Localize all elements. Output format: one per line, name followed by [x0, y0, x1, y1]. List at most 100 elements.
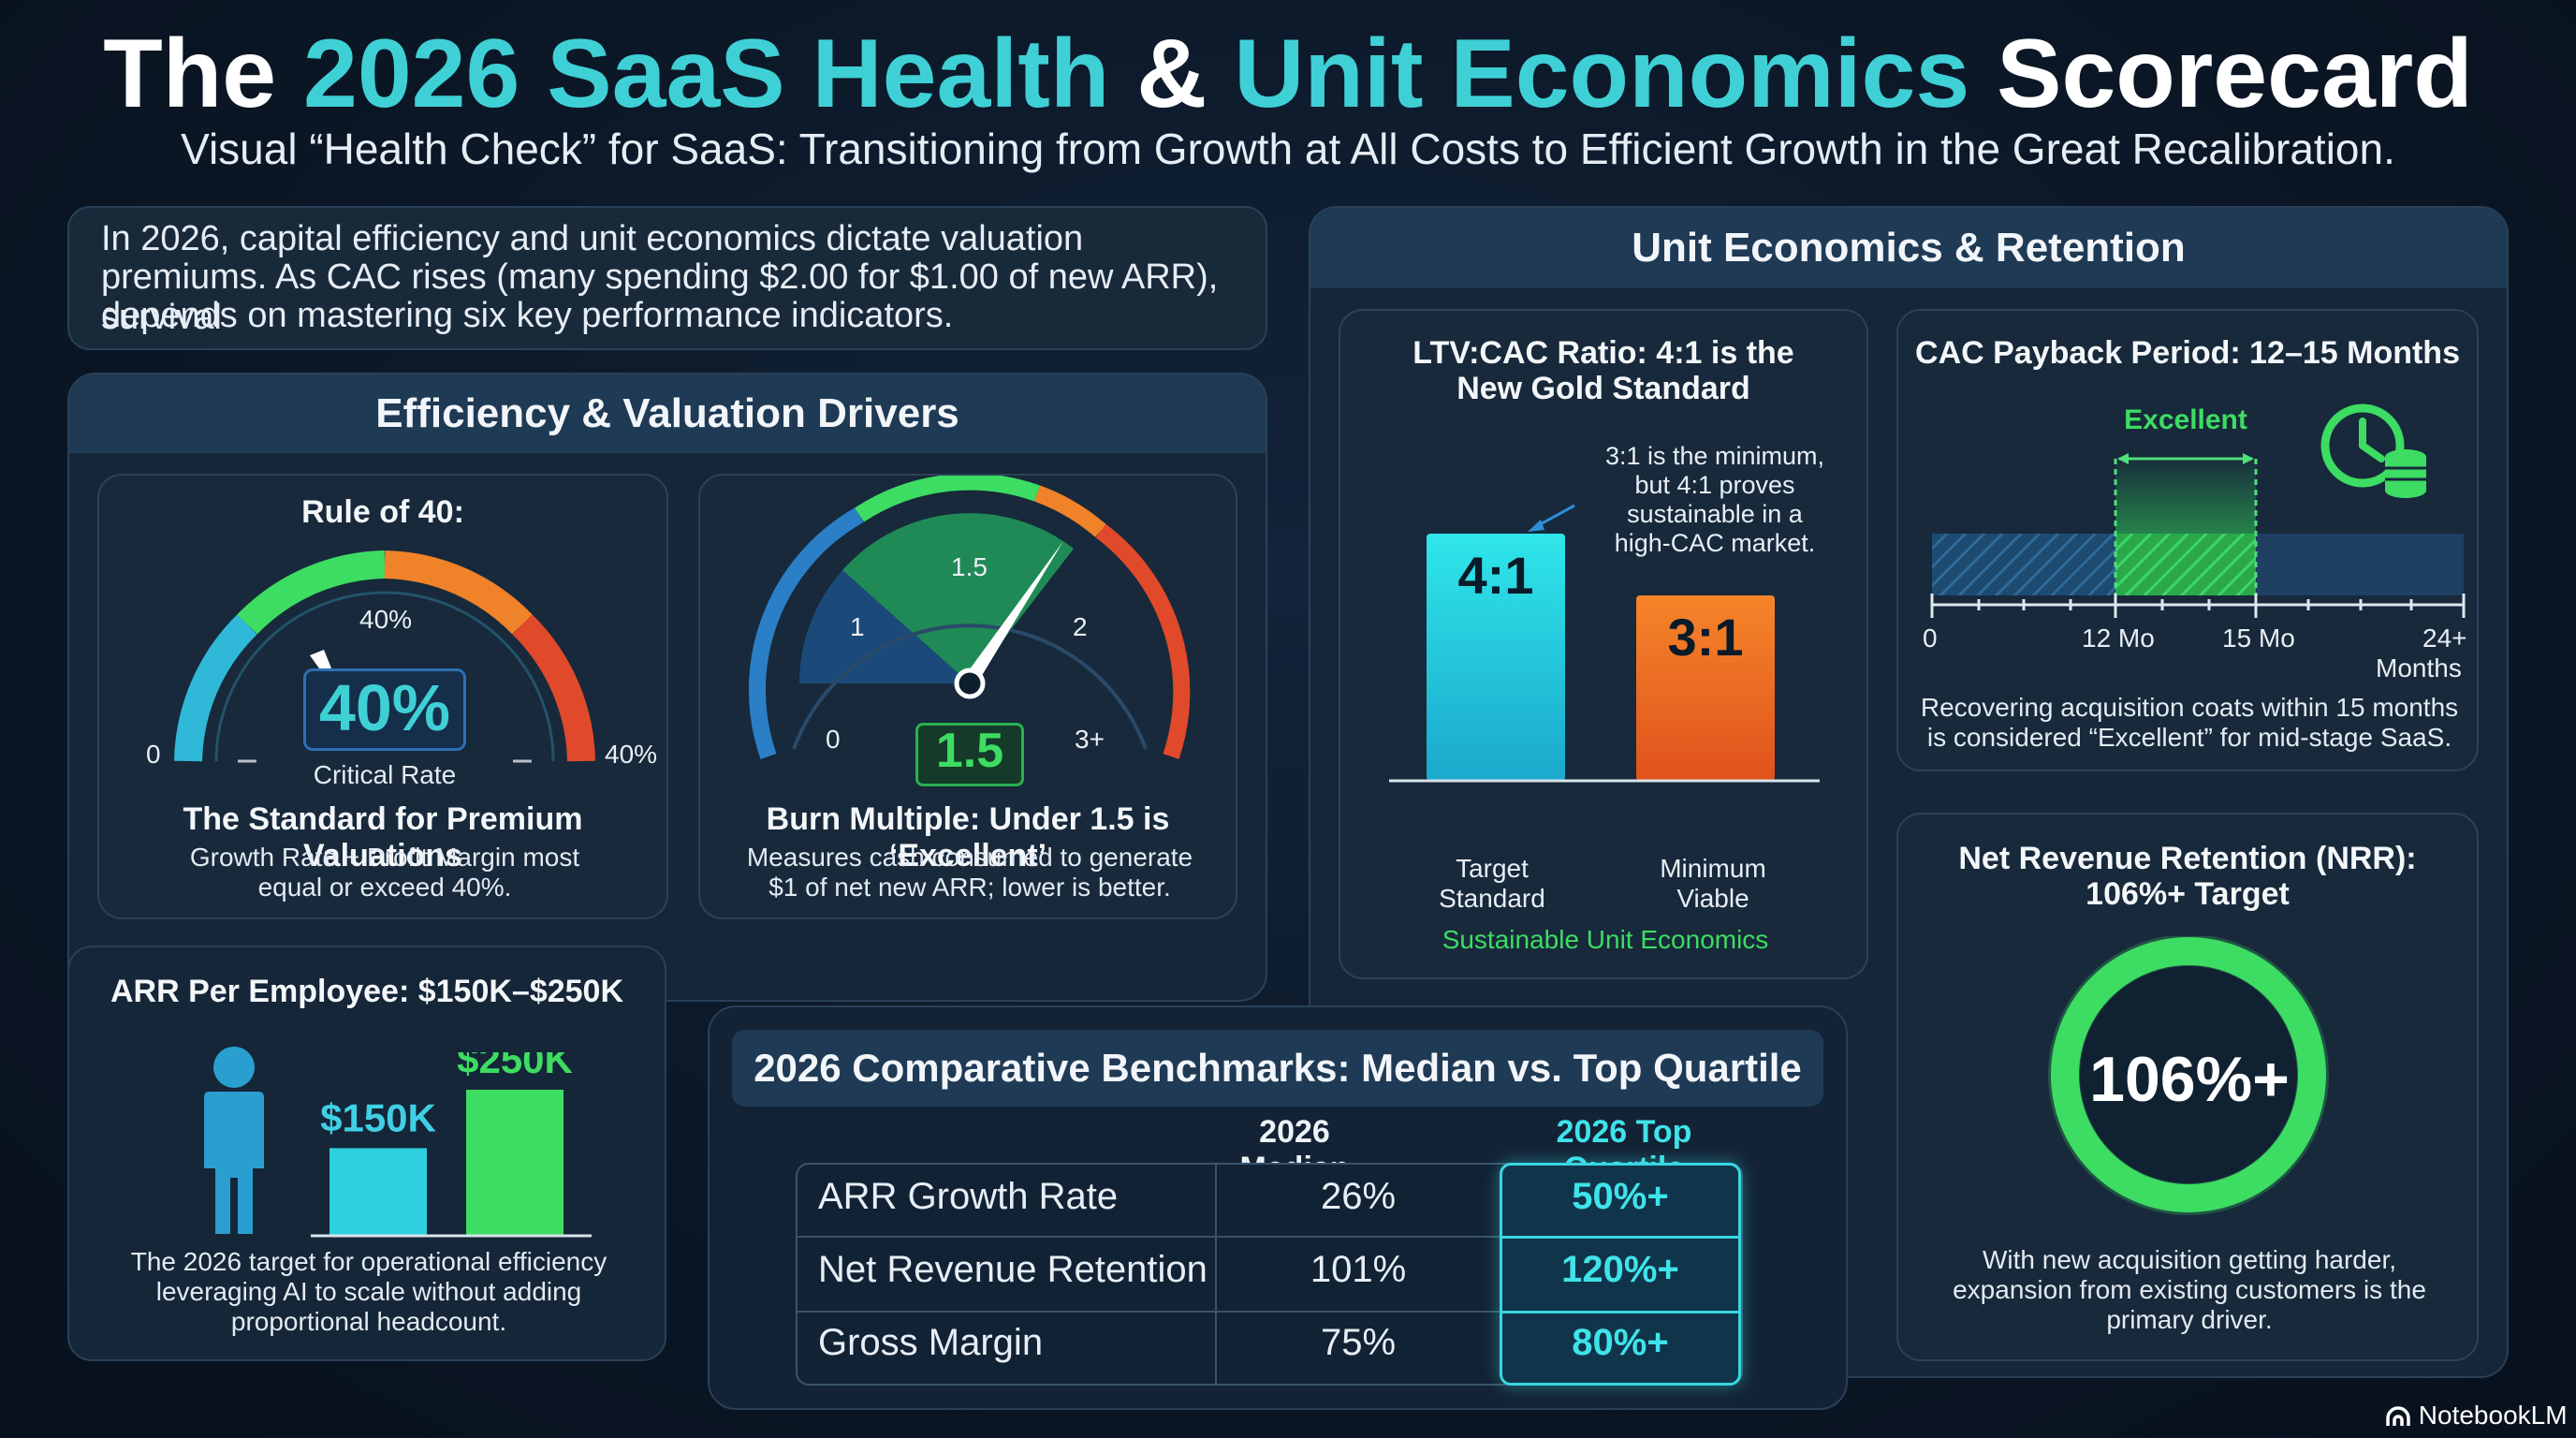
table-row-top: 50%+ — [1572, 1176, 1669, 1217]
burn-tick-label: 3+ — [1075, 725, 1105, 754]
table-row-top: 120%+ — [1561, 1249, 1679, 1290]
nrr-desc: primary driver. — [2106, 1305, 2273, 1334]
arr-emp-bar — [329, 1148, 427, 1236]
clock-coins-icon — [2320, 404, 2426, 498]
arr-emp-desc: leveraging AI to scale without adding — [155, 1277, 582, 1306]
ltv-category: Standard — [1439, 884, 1545, 913]
burn-multiple-card: 0 1 1.5 2 3+ 1.5 Burn Multiple: Under 1.… — [698, 474, 1237, 919]
top-quartile-highlight — [1500, 1163, 1741, 1386]
payback-tick: 0 — [1923, 624, 1938, 653]
burn-multiple-needle — [964, 541, 1063, 686]
payback-axis — [1930, 594, 2466, 618]
table-row-median: 101% — [1310, 1249, 1407, 1290]
burn-value: 1.5 — [935, 724, 1004, 778]
arr-emp-bar-label: $150K — [320, 1095, 436, 1139]
nrr-value: 106%+ — [2089, 1044, 2290, 1115]
arr-emp-desc: The 2026 target for operational efficien… — [130, 1247, 607, 1276]
efficiency-heading: Efficiency & Valuation Drivers — [69, 374, 1266, 453]
rule-of-40-desc: Growth Rate + Profit Margin most — [189, 843, 580, 872]
payback-tick: Months — [2376, 653, 2462, 682]
rule-of-40-desc: equal or exceed 40%. — [257, 873, 512, 902]
ltv-bar — [1427, 534, 1565, 781]
payback-desc: Recovering acquisition coats within 15 m… — [1920, 693, 2459, 722]
burn-tick-label: 0 — [826, 725, 841, 754]
brand-name: NotebookLM — [2418, 1401, 2568, 1430]
payback-zone-label: Excellent — [2124, 404, 2247, 435]
burn-subtitle: Burn Multiple: Under 1.5 is ‘Excellent’ — [766, 801, 1170, 873]
table-divider — [1500, 1236, 1741, 1239]
arr-emp-chart: $150K $250K — [311, 1052, 592, 1238]
table-row-metric: Net Revenue Retention — [818, 1249, 1208, 1290]
ltv-title: LTV:CAC Ratio: 4:1 is the — [1412, 335, 1794, 371]
title-highlight: 2026 SaaS Health — [302, 20, 1110, 128]
payback-tick: 24+ — [2422, 624, 2467, 653]
rule-of-40-value-box — [303, 668, 466, 751]
burn-desc: $1 of net new ARR; lower is better. — [768, 873, 1171, 902]
rule-of-40-min-label: 0 — [146, 740, 161, 769]
ltv-bar-label: 3:1 — [1668, 608, 1744, 667]
nrr-title: Net Revenue Retention (NRR): — [1958, 841, 2417, 876]
table-row-metric: Gross Margin — [818, 1322, 1044, 1363]
ltv-category: Viable — [1676, 884, 1749, 913]
unit-economics-heading: Unit Economics & Retention — [1310, 208, 2507, 288]
burn-tick-label: 1 — [850, 612, 865, 641]
ltv-footer: Sustainable Unit Economics — [1442, 925, 1769, 954]
arr-emp-desc: proportional headcount. — [230, 1307, 507, 1336]
benchmarks-panel: 2026 Comparative Benchmarks: Median vs. … — [708, 1005, 1848, 1410]
rule-of-40-value: 40% — [318, 671, 451, 744]
rule-of-40-title: Rule of 40: — [301, 494, 464, 530]
intro-line: premiums. As CAC rises (many spending $2… — [101, 257, 1219, 337]
burn-value-box — [915, 723, 1024, 786]
intro-line: depends on mastering six key performance… — [101, 296, 954, 335]
page-title: The 2026 SaaS Health & Unit Economics Sc… — [0, 19, 2576, 130]
title-part: & — [1109, 20, 1235, 128]
nrr-title: 106%+ Target — [2086, 876, 2290, 912]
arr-per-employee-panel: ARR Per Employee: $150K–$250K $150K $250K… — [67, 946, 666, 1361]
burn-tick-label: 1.5 — [951, 552, 988, 581]
title-part: The — [103, 20, 303, 128]
person-icon — [204, 1047, 264, 1234]
arr-emp-title: ARR Per Employee: $150K–$250K — [110, 974, 624, 1009]
ltv-bar-label: 4:1 — [1458, 546, 1534, 605]
payback-tick: 12 Mo — [2082, 624, 2155, 653]
intro-line: In 2026, capital efficiency and unit eco… — [101, 219, 1084, 258]
payback-tick: 15 Mo — [2222, 624, 2295, 653]
payback-title: CAC Payback Period: 12–15 Months — [1915, 335, 2460, 371]
rule-of-40-pointer-label: 40% — [359, 605, 413, 634]
table-divider — [1500, 1311, 1741, 1313]
payback-timeline — [1932, 453, 2464, 595]
burn-desc: Measures cash consumed to generate — [746, 843, 1193, 872]
nrr-desc: With new acquisition getting harder, — [1982, 1245, 2397, 1274]
intro-box: In 2026, capital efficiency and unit eco… — [67, 206, 1267, 350]
table-divider — [796, 1311, 1743, 1313]
ltv-bar — [1636, 595, 1775, 781]
ltv-category: Target — [1456, 854, 1529, 883]
payback-desc: is considered “Excellent” for mid-stage … — [1926, 723, 2452, 752]
benchmarks-heading: 2026 Comparative Benchmarks: Median vs. … — [732, 1030, 1823, 1107]
table-row-metric: ARR Growth Rate — [818, 1176, 1119, 1217]
rule-of-40-card: Rule of 40: 0 40% 40% 40% Critical Rate … — [97, 474, 668, 919]
rule-of-40-gauge — [174, 550, 595, 763]
nrr-card: Net Revenue Retention (NRR): 106%+ Targe… — [1896, 813, 2479, 1361]
table-divider — [796, 1236, 1743, 1238]
ltv-cac-card: LTV:CAC Ratio: 4:1 is the New Gold Stand… — [1339, 309, 1868, 979]
burn-tick-label: 2 — [1073, 612, 1088, 641]
page-subtitle: Visual “Health Check” for SaaS: Transiti… — [181, 125, 2395, 173]
notebooklm-brand: NotebookLM — [2385, 1401, 2568, 1431]
title-highlight: Unit Economics — [1234, 20, 1970, 128]
rule-of-40-max-label: 40% — [605, 740, 658, 769]
ltv-note: sustainable in a — [1627, 500, 1803, 528]
ltv-note: but 4:1 proves — [1634, 471, 1795, 499]
rule-of-40-caption: Critical Rate — [313, 760, 457, 789]
ltv-note: 3:1 is the minimum, — [1604, 442, 1825, 470]
ltv-note: high-CAC market. — [1614, 529, 1816, 557]
arr-emp-bar — [466, 1090, 564, 1236]
ltv-category: Minimum — [1660, 854, 1766, 883]
nrr-ring — [2048, 936, 2329, 1215]
table-row-median: 26% — [1320, 1176, 1397, 1217]
notebooklm-logo-icon — [2386, 1406, 2410, 1426]
rule-of-40-subtitle: The Standard for Premium Valuations — [183, 801, 583, 873]
table-row-top: 80%+ — [1572, 1322, 1669, 1363]
cac-payback-card: CAC Payback Period: 12–15 Months Excelle… — [1896, 309, 2479, 771]
burn-multiple-gauge — [748, 476, 1191, 759]
